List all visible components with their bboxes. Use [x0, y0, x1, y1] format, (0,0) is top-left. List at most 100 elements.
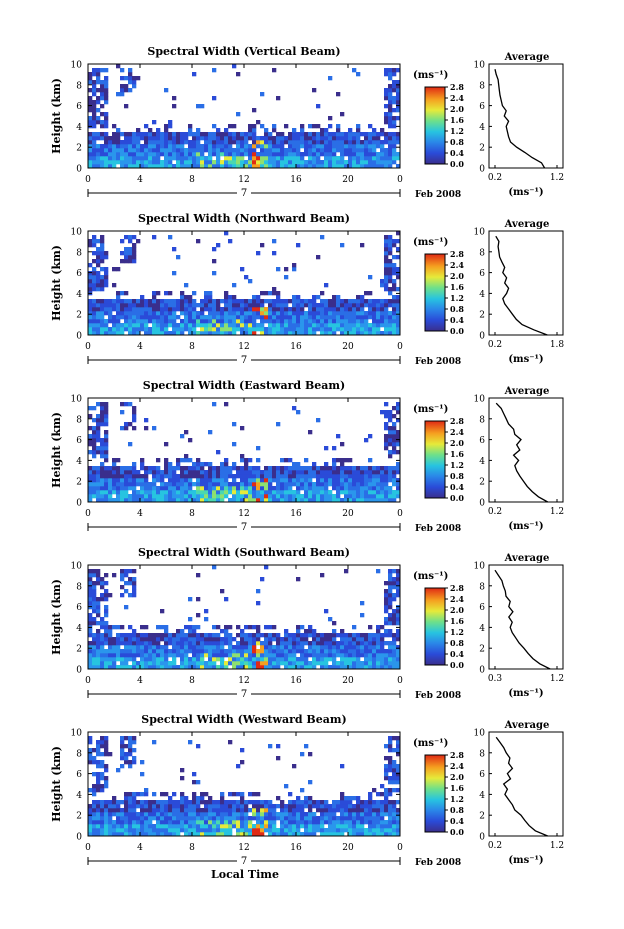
heat-cell	[384, 275, 389, 280]
heat-cell	[196, 744, 201, 749]
average-title: Average	[504, 553, 550, 564]
heat-cell	[112, 323, 117, 328]
heat-cell	[100, 239, 105, 244]
heat-cell	[252, 136, 257, 141]
heat-cell	[156, 812, 161, 817]
heat-cell	[232, 152, 237, 157]
heat-cell	[324, 128, 329, 133]
heat-cell	[212, 816, 217, 821]
heat-cell	[364, 132, 369, 137]
heat-cell	[196, 458, 201, 463]
heat-cell	[204, 808, 209, 813]
heat-cell	[256, 251, 261, 256]
heat-cell	[280, 657, 285, 662]
heat-cell	[248, 331, 253, 336]
heat-cell	[388, 136, 393, 141]
heat-cell	[396, 820, 401, 825]
heat-cell	[224, 291, 229, 296]
heat-cell	[332, 446, 337, 451]
heat-cell	[268, 800, 273, 805]
heat-cell	[280, 824, 285, 829]
heat-cell	[256, 164, 261, 169]
heat-cell	[260, 820, 265, 825]
heat-cell	[92, 756, 97, 761]
average-title: Average	[504, 386, 550, 397]
heat-cell	[312, 804, 317, 809]
heat-cell	[196, 160, 201, 165]
heat-cell	[392, 80, 397, 85]
heat-cell	[96, 498, 101, 503]
heat-cell	[372, 641, 377, 646]
heat-cell	[328, 474, 333, 479]
heat-cell	[172, 327, 177, 332]
heat-cell	[304, 820, 309, 825]
heat-cell	[184, 653, 189, 658]
heat-cell	[92, 478, 97, 483]
x-tick-label: 0	[85, 843, 91, 853]
heat-cell	[280, 323, 285, 328]
heat-cell	[96, 645, 101, 650]
heat-cell	[164, 812, 169, 817]
heat-cell	[396, 438, 401, 443]
heat-cell	[300, 319, 305, 324]
heat-cell	[200, 331, 205, 336]
heat-cell	[376, 474, 381, 479]
heat-cell	[172, 104, 177, 109]
heat-cell	[312, 641, 317, 646]
heat-cell	[296, 629, 301, 634]
heat-cell	[280, 299, 285, 304]
heat-cell	[172, 653, 177, 658]
heat-cell	[364, 136, 369, 141]
heat-cell	[240, 641, 245, 646]
heat-cell	[236, 474, 241, 479]
heat-cell	[376, 144, 381, 149]
heat-cell	[196, 466, 201, 471]
heat-cell	[128, 740, 133, 745]
heat-cell	[368, 641, 373, 646]
heat-cell	[368, 156, 373, 161]
heat-cell	[120, 633, 125, 638]
heat-cell	[388, 235, 393, 240]
heat-cell	[180, 295, 185, 300]
y-tick-label: 4	[76, 457, 82, 467]
heat-cell	[304, 299, 309, 304]
heat-cell	[388, 327, 393, 332]
heat-cell	[108, 824, 113, 829]
heat-cell	[96, 824, 101, 829]
heat-cell	[216, 494, 221, 499]
heat-cell	[180, 434, 185, 439]
heat-cell	[212, 661, 217, 666]
heat-cell	[208, 490, 213, 495]
heat-cell	[252, 832, 257, 837]
heat-cell	[316, 808, 321, 813]
heat-cell	[276, 796, 281, 801]
heat-cell	[252, 641, 257, 646]
heat-cell	[164, 319, 169, 324]
heat-cell	[212, 164, 217, 169]
colorbar-tick-label: 2.4	[450, 761, 464, 771]
heat-cell	[88, 164, 93, 169]
heat-cell	[204, 164, 209, 169]
heat-cell	[164, 820, 169, 825]
heat-cell	[292, 808, 297, 813]
heat-cell	[352, 482, 357, 487]
heat-cell	[224, 804, 229, 809]
heat-cell	[152, 152, 157, 157]
heat-cell	[160, 482, 165, 487]
heat-cell	[244, 653, 249, 658]
heat-cell	[340, 470, 345, 475]
y-tick-label: 6	[76, 436, 82, 446]
heat-cell	[336, 140, 341, 145]
heat-cell	[368, 140, 373, 145]
heat-cell	[388, 824, 393, 829]
heat-cell	[256, 315, 261, 320]
heat-cell	[332, 498, 337, 503]
heat-cell	[240, 319, 245, 324]
heat-cell	[128, 470, 133, 475]
heat-cell	[196, 780, 201, 785]
heat-cell	[116, 315, 121, 320]
heat-cell	[376, 828, 381, 833]
heat-cell	[396, 808, 401, 813]
heat-cell	[104, 605, 109, 610]
heat-cell	[312, 319, 317, 324]
